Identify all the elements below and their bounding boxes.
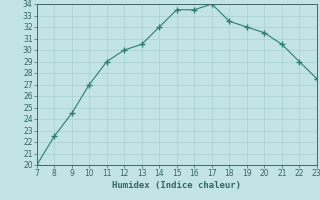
X-axis label: Humidex (Indice chaleur): Humidex (Indice chaleur) [112,181,241,190]
